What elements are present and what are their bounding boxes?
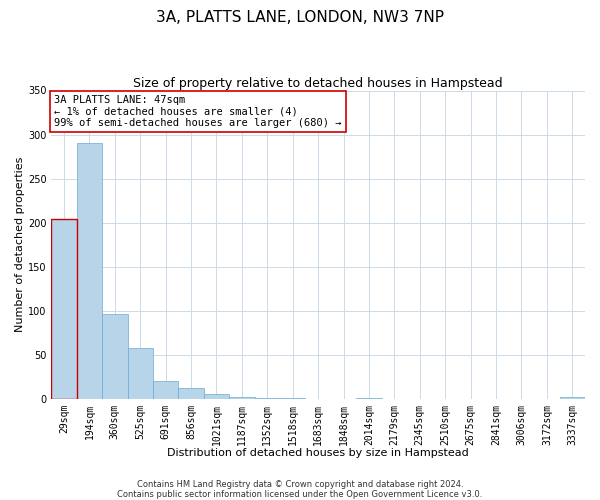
X-axis label: Distribution of detached houses by size in Hampstead: Distribution of detached houses by size … xyxy=(167,448,469,458)
Bar xyxy=(51,219,77,398)
Text: Contains HM Land Registry data © Crown copyright and database right 2024.
Contai: Contains HM Land Registry data © Crown c… xyxy=(118,480,482,499)
Bar xyxy=(102,314,128,398)
Bar xyxy=(51,219,77,398)
Bar xyxy=(229,397,254,398)
Bar xyxy=(153,381,178,398)
Bar xyxy=(128,348,153,399)
Y-axis label: Number of detached properties: Number of detached properties xyxy=(15,157,25,332)
Bar xyxy=(178,388,204,398)
Title: Size of property relative to detached houses in Hampstead: Size of property relative to detached ho… xyxy=(133,78,503,90)
Bar xyxy=(77,144,102,398)
Text: 3A, PLATTS LANE, LONDON, NW3 7NP: 3A, PLATTS LANE, LONDON, NW3 7NP xyxy=(156,10,444,25)
Text: 3A PLATTS LANE: 47sqm
← 1% of detached houses are smaller (4)
99% of semi-detach: 3A PLATTS LANE: 47sqm ← 1% of detached h… xyxy=(54,95,341,128)
Bar xyxy=(560,397,585,398)
Bar xyxy=(204,394,229,398)
